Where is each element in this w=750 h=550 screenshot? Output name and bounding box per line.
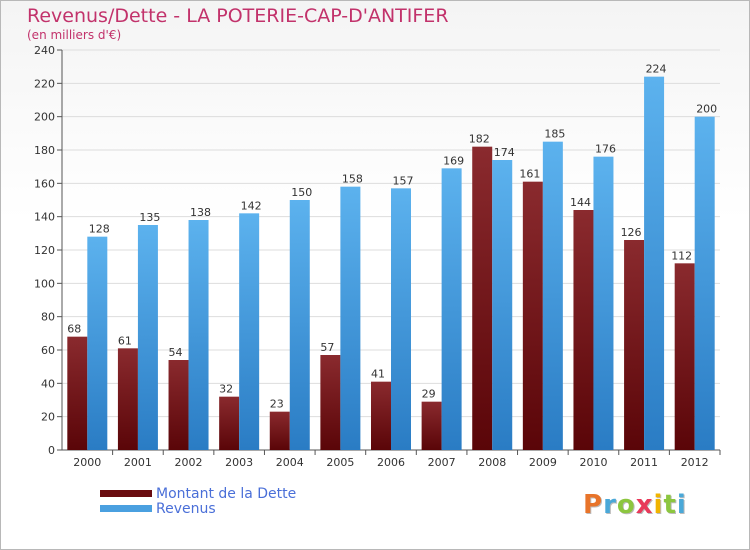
- bar-revenus: [340, 186, 361, 450]
- logo-letter: i: [676, 490, 687, 520]
- logo-letter: P: [583, 490, 604, 520]
- y-tick-label: 60: [41, 344, 55, 357]
- chart-subtitle: (en milliers d'€): [27, 28, 122, 42]
- bar-dette: [219, 396, 240, 450]
- x-tick-label: 2008: [478, 456, 506, 469]
- data-label-revenus: 158: [342, 173, 363, 186]
- legend-label-dette: Montant de la Dette: [156, 485, 297, 502]
- logo-letter: t: [663, 490, 677, 520]
- y-tick-label: 200: [34, 111, 55, 124]
- data-label-dette: 23: [270, 398, 284, 411]
- bar-revenus: [289, 200, 310, 450]
- bar-revenus: [137, 225, 158, 450]
- x-tick-label: 2007: [428, 456, 456, 469]
- bar-dette: [573, 210, 594, 450]
- y-tick-label: 40: [41, 377, 55, 390]
- y-tick-label: 0: [48, 444, 55, 457]
- data-label-dette: 161: [519, 168, 540, 181]
- data-label-dette: 41: [371, 368, 385, 381]
- data-label-dette: 126: [621, 226, 642, 239]
- bar-revenus: [188, 220, 209, 450]
- data-label-dette: 112: [671, 249, 692, 262]
- bar-dette: [269, 411, 290, 450]
- logo-letter: r: [603, 490, 617, 520]
- data-label-revenus: 224: [646, 63, 667, 76]
- data-label-revenus: 169: [443, 154, 464, 167]
- y-tick-label: 140: [34, 211, 55, 224]
- bar-dette: [117, 348, 138, 450]
- logo-letter: i: [653, 490, 664, 520]
- x-tick-label: 2001: [124, 456, 152, 469]
- data-label-dette: 61: [118, 334, 132, 347]
- data-label-revenus: 200: [696, 103, 717, 116]
- legend-item-dette: Montant de la Dette: [100, 485, 297, 502]
- bar-revenus: [694, 116, 715, 451]
- x-tick-label: 2000: [73, 456, 101, 469]
- data-label-revenus: 135: [139, 211, 160, 224]
- x-tick-label: 2011: [630, 456, 658, 469]
- bar-dette: [421, 401, 442, 450]
- bar-revenus: [441, 168, 462, 451]
- chart-title: Revenus/Dette - LA POTERIE-CAP-D'ANTIFER: [27, 5, 449, 27]
- x-tick-label: 2010: [579, 456, 607, 469]
- y-tick-label: 180: [34, 144, 55, 157]
- bar-dette: [624, 240, 645, 450]
- data-labels: 68 128 61 135 54 138 32 142 23 150 57 158 41 157 29 169…: [67, 63, 717, 411]
- legend-item-revenus: Revenus: [100, 500, 296, 517]
- x-tick-label: 2012: [681, 456, 709, 469]
- data-label-revenus: 174: [494, 146, 515, 159]
- data-label-revenus: 157: [393, 174, 414, 187]
- data-label-revenus: 138: [190, 206, 211, 219]
- y-tick-label: 160: [34, 177, 55, 190]
- x-tick-label: 2004: [276, 456, 304, 469]
- bar-revenus: [542, 141, 563, 450]
- bar-dette: [674, 263, 695, 450]
- logo-letter: o: [616, 490, 636, 520]
- legend-swatch-revenus: [100, 505, 152, 512]
- data-label-dette: 32: [219, 383, 233, 396]
- data-label-revenus: 128: [89, 223, 110, 236]
- bar-revenus: [593, 156, 614, 450]
- bar-revenus: [492, 160, 513, 450]
- data-label-dette: 54: [169, 346, 183, 359]
- y-tick-label: 240: [34, 44, 55, 57]
- x-tick-label: 2009: [529, 456, 557, 469]
- data-label-dette: 57: [320, 341, 334, 354]
- bar-revenus: [87, 236, 108, 450]
- x-tick-label: 2002: [175, 456, 203, 469]
- data-label-dette: 29: [422, 388, 436, 401]
- data-label-revenus: 142: [241, 199, 262, 212]
- legend-label-revenus: Revenus: [156, 500, 216, 517]
- bar-dette: [472, 146, 493, 450]
- data-label-dette: 144: [570, 196, 591, 209]
- y-tick-label: 20: [41, 411, 55, 424]
- y-tick-label: 80: [41, 311, 55, 324]
- data-label-dette: 68: [67, 323, 81, 336]
- bar-dette: [168, 360, 189, 450]
- bar-revenus: [644, 76, 665, 451]
- x-tick-label: 2003: [225, 456, 253, 469]
- legend-swatch-dette: [100, 490, 152, 497]
- axes: 0 20 40 60 80 100 120 140 160 180 200 220 240 2000 200…: [34, 44, 721, 469]
- y-tick-label: 220: [34, 77, 55, 90]
- bar-dette: [67, 336, 88, 450]
- bar-dette: [320, 355, 341, 450]
- bar-revenus: [391, 188, 411, 451]
- bars: [67, 76, 715, 451]
- data-label-dette: 182: [469, 133, 490, 146]
- y-tick-label: 120: [34, 244, 55, 257]
- x-tick-label: 2005: [326, 456, 354, 469]
- proxiti-logo: Proxiti: [583, 490, 687, 520]
- logo-letter: x: [635, 490, 654, 520]
- data-label-revenus: 176: [595, 143, 616, 156]
- x-tick-label: 2006: [377, 456, 405, 469]
- bar-dette: [522, 181, 543, 450]
- legend: Montant de la Dette Revenus: [100, 485, 297, 517]
- bar-revenus: [239, 213, 260, 450]
- bar-dette: [371, 381, 391, 450]
- data-label-revenus: 150: [291, 186, 312, 199]
- data-label-revenus: 185: [544, 128, 565, 141]
- y-tick-label: 100: [34, 277, 55, 290]
